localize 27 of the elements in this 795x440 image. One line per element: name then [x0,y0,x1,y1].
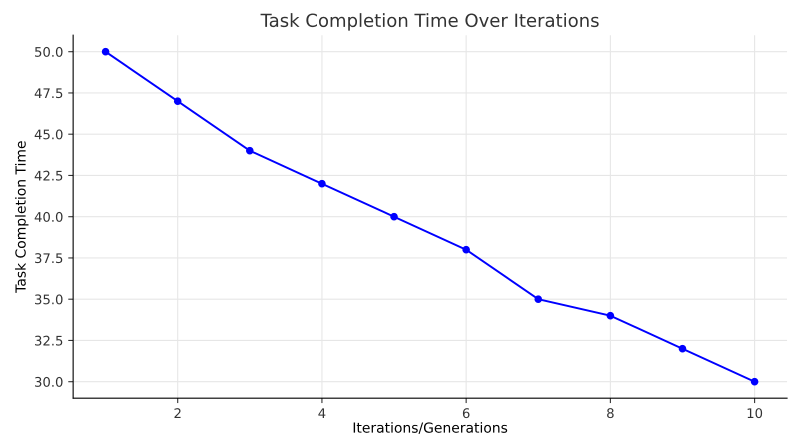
point [606,312,614,320]
point [462,246,470,254]
point [390,212,398,221]
x-tick-label: 6 [462,408,470,418]
x-tick-label: 2 [174,408,181,418]
x-axis-title: Iterations/Generations [354,422,508,434]
x-tick-label: 8 [607,408,614,418]
point [318,180,326,188]
point [534,295,542,304]
point [750,378,758,386]
y-tick-label: 30.0 [35,376,63,387]
y-axis-title: Task Completion Time [15,141,28,293]
point [678,344,686,353]
y-tick-label: 40.0 [34,212,63,222]
y-tick-label: 47.5 [34,88,62,98]
y-tick-label: 50.0 [35,46,63,57]
chart-title: Task Completion Time Over Iterations [260,13,599,31]
x-tick-label: 4 [318,408,326,418]
point [102,48,110,56]
y-tick-label: 37.5 [35,253,62,264]
y-tick-label: 42.5 [34,170,62,181]
y-tick-label: 32.5 [35,336,62,346]
y-tick-label: 45.0 [34,129,63,140]
y-tick-label: 35.0 [35,294,63,304]
point [174,97,182,106]
x-tick-label: 10 [748,408,762,418]
point [246,146,254,155]
